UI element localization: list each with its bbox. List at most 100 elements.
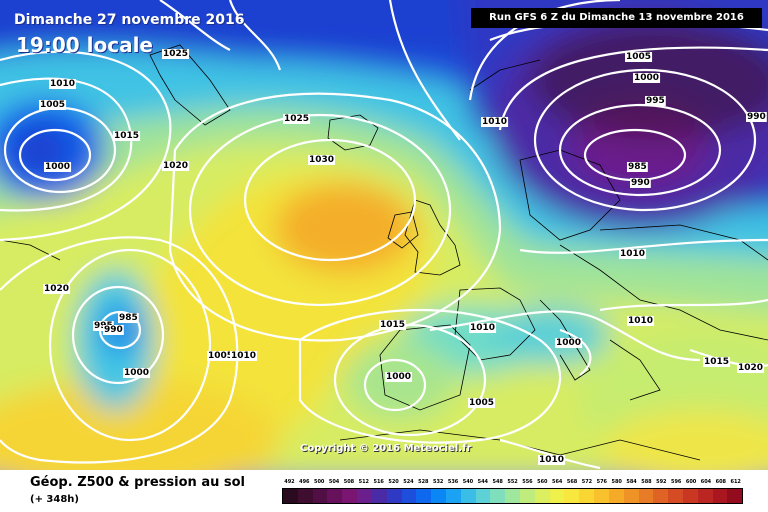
scale-swatch [712,489,728,503]
isobar-label: 1015 [114,131,139,141]
isobar-label: 1010 [539,455,564,465]
scale-swatch [490,489,506,503]
isobar-label: 1025 [163,49,188,59]
scale-value: 508 [343,479,355,485]
scale-value: 588 [641,479,652,485]
isobar-label: 1010 [482,117,507,127]
color-scale: 492 496 500 504 508 512 516 520 524 528 532 536 540 5… [282,479,743,504]
scale-swatch [312,489,328,503]
scale-value: 500 [313,479,325,485]
scale-value: 604 [700,479,712,485]
scale-swatch [520,489,535,503]
scale-value: 536 [447,479,459,485]
isobar-label: 1000 [45,162,70,172]
isobar-label: 1020 [44,284,69,294]
isobar-label: 1005 [40,100,65,110]
scale-swatch [297,489,313,503]
scale-value: 608 [715,479,727,485]
scale-swatch [401,489,417,503]
model-run-label: Run GFS 6 Z du Dimanche 13 novembre 2016 [471,8,762,28]
isobar-label: 1015 [380,320,405,330]
scale-value: 512 [358,479,370,485]
isobar-label: 1010 [231,351,256,361]
scale-value: 584 [626,479,637,485]
scale-swatch [549,489,565,503]
scale-swatch [342,489,358,503]
scale-swatch [371,489,387,503]
scale-value: 496 [299,479,310,485]
isobar-label: 1000 [124,368,149,378]
scale-swatch [431,489,446,503]
scale-value: 504 [328,479,340,485]
scale-value: 532 [432,479,444,485]
isobar-label: 990 [747,112,766,122]
isobar-label: 1010 [470,323,495,333]
scale-swatch [668,489,683,503]
scale-value: 528 [418,479,429,485]
scale-swatch [594,489,609,503]
scale-value: 524 [403,479,414,485]
scale-swatch [727,489,743,503]
scale-swatch [327,489,343,503]
isobar-label: 1020 [163,161,188,171]
legend-title: Géop. Z500 & pression au sol [30,475,245,490]
isobar-label: 1025 [284,114,309,124]
scale-value: 560 [537,479,548,485]
scale-value: 596 [670,479,682,485]
weather-map: 1025 1010 1005 1000 1015 1020 1025 1030 … [0,0,768,470]
scale-value: 556 [522,479,533,485]
isobar-label: 990 [631,178,650,188]
scale-swatch [638,489,654,503]
scale-value: 576 [596,479,608,485]
isobar-label: 1000 [556,338,581,348]
scale-swatch [505,489,520,503]
scale-swatch [623,489,639,503]
pressure-labels: 1025 1010 1005 1000 1015 1020 1025 1030 … [39,49,767,465]
scale-value: 580 [611,479,622,485]
scale-swatch [475,489,491,503]
scale-swatch [564,489,580,503]
isobar-label: 985 [119,313,138,323]
scale-value: 568 [566,479,578,485]
isobar-label: 1005 [469,398,494,408]
scale-value: 564 [551,479,563,485]
copyright-notice: Copyright © 2016 Meteociel.fr [300,443,472,454]
isobar-label: 990 [104,325,123,335]
isobar-label: 1030 [309,155,334,165]
isobars [0,0,768,468]
forecast-time: 19:00 locale [16,33,153,57]
isobar-label: 1005 [626,52,651,62]
isobar-label: 1010 [628,316,653,326]
scale-swatch [608,489,624,503]
scale-value: 548 [492,479,503,485]
scale-swatch [460,489,476,503]
isobar-label: 985 [628,162,647,172]
scale-swatch [283,489,298,503]
isobar-label: 1000 [386,372,411,382]
isobar-label: 1020 [738,363,763,373]
isobar-label: 1005 [208,351,233,361]
scale-swatch [386,489,402,503]
isobar-label: 1010 [50,79,75,89]
scale-value: 592 [656,479,667,485]
scale-swatch [445,489,461,503]
isobar-label: 1010 [620,249,645,259]
scale-value: 516 [373,479,384,485]
scale-value: 540 [462,479,474,485]
isobar-label: 1015 [704,357,729,367]
scale-value: 544 [477,479,489,485]
scale-value: 600 [685,479,697,485]
scale-swatch [534,489,550,503]
scale-swatch [653,489,669,503]
scale-swatch [697,489,713,503]
scale-value: 520 [388,479,399,485]
map-canvas: 1025 1010 1005 1000 1015 1020 1025 1030 … [0,0,768,470]
scale-value: 612 [730,479,741,485]
isobar-label: 995 [646,96,665,106]
scale-swatch [579,489,595,503]
scale-swatch [357,489,372,503]
isobar-label: 1000 [634,73,659,83]
forecast-date: Dimanche 27 novembre 2016 [14,12,245,28]
scale-value: 572 [581,479,593,485]
forecast-offset: (+ 348h) [30,494,79,505]
